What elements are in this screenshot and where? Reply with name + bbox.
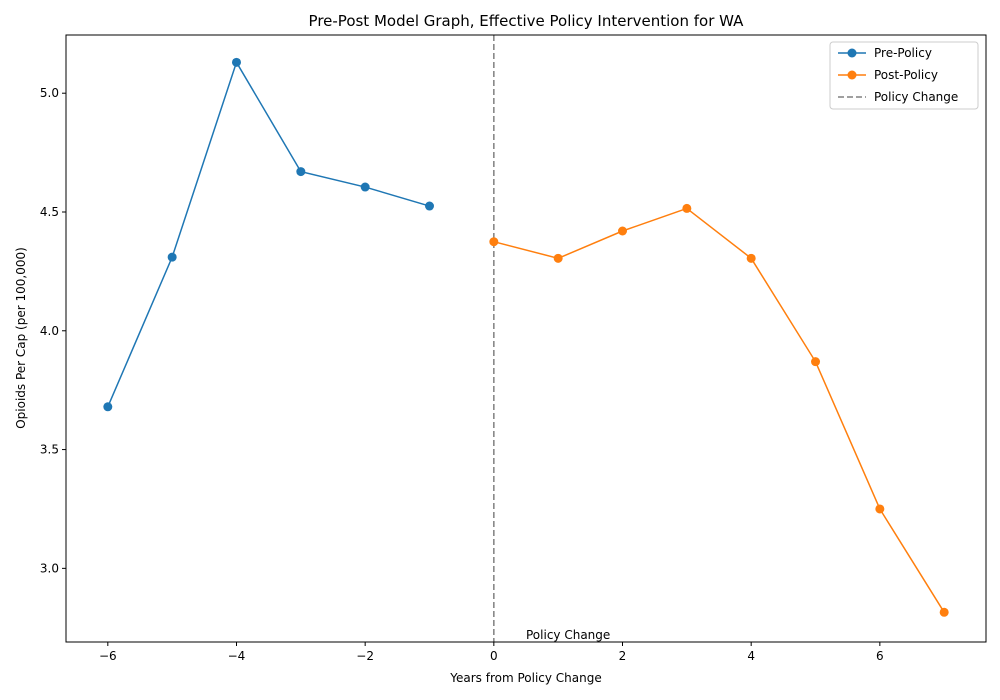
data-point — [682, 203, 692, 213]
x-tick-label: 0 — [490, 649, 498, 663]
x-tick-label: 4 — [747, 649, 755, 663]
legend-label: Post-Policy — [874, 68, 938, 82]
series-line-1 — [493, 207, 945, 613]
plot-frame — [65, 34, 987, 643]
x-axis-title: Years from Policy Change — [449, 671, 602, 685]
x-tick-label: −2 — [356, 649, 374, 663]
data-point — [231, 57, 241, 67]
data-point — [939, 607, 949, 617]
legend-marker — [847, 48, 857, 58]
data-point — [811, 357, 821, 367]
data-point — [553, 253, 563, 263]
data-point — [489, 237, 499, 247]
data-point — [746, 253, 756, 263]
legend-label: Pre-Policy — [874, 46, 932, 60]
data-point — [296, 167, 306, 177]
data-point — [875, 504, 885, 514]
y-tick-label: 4.5 — [40, 205, 59, 219]
legend-box — [829, 41, 979, 110]
y-axis-title: Opioids Per Cap (per 100,000) — [14, 247, 28, 429]
chart-title: Pre-Post Model Graph, Effective Policy I… — [309, 12, 745, 30]
y-tick-label: 5.0 — [40, 86, 59, 100]
x-tick-label: −4 — [228, 649, 246, 663]
annotation-label: Policy Change — [526, 628, 610, 642]
legend-marker — [847, 70, 857, 80]
data-point — [167, 252, 177, 262]
data-point — [618, 226, 628, 236]
x-tick-label: 6 — [876, 649, 884, 663]
data-point — [360, 182, 370, 192]
y-tick-label: 4.0 — [40, 324, 59, 338]
x-tick-label: 2 — [619, 649, 627, 663]
x-tick-label: −6 — [99, 649, 117, 663]
data-point — [103, 402, 113, 412]
data-point — [424, 201, 434, 211]
legend-label: Policy Change — [874, 90, 958, 104]
y-tick-label: 3.5 — [40, 443, 59, 457]
series-line-0 — [107, 60, 430, 408]
y-tick-label: 3.0 — [40, 561, 59, 575]
